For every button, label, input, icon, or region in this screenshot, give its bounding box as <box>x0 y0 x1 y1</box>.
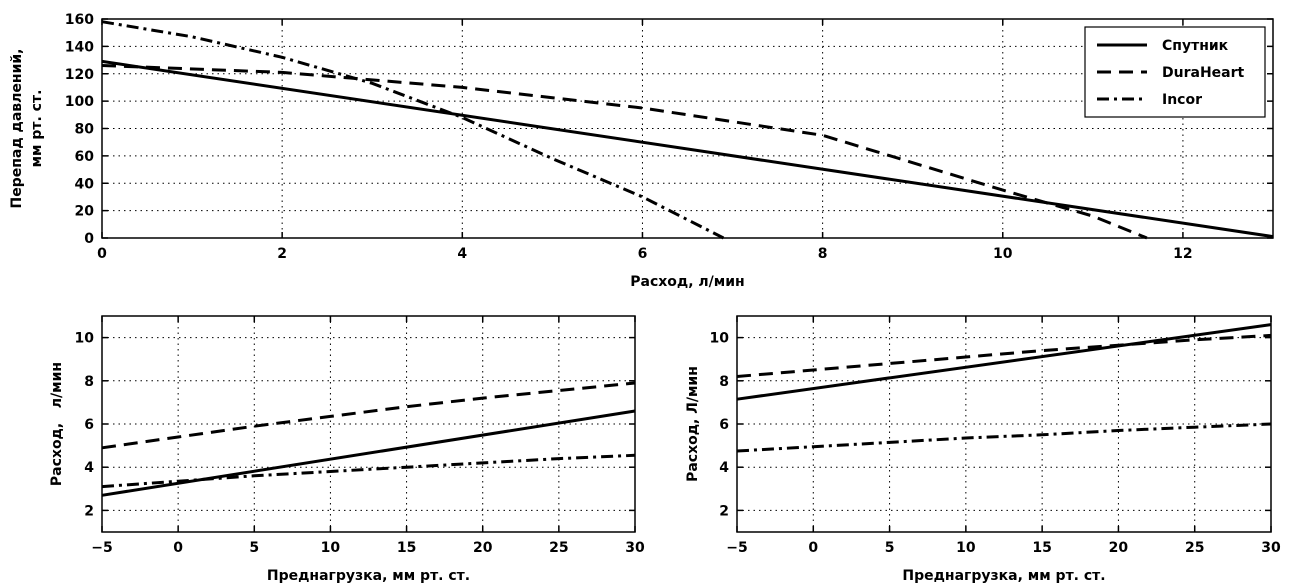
y-tick-label: 100 <box>65 94 94 110</box>
x-tick-label: 10 <box>321 540 341 556</box>
x-tick-label: 0 <box>173 540 183 556</box>
x-tick-label: 8 <box>818 246 828 262</box>
x-tick-label: 2 <box>277 246 287 262</box>
y-tick-label: 2 <box>719 503 729 519</box>
x-axis-label: Преднагрузка, мм рт. ст. <box>902 568 1105 584</box>
preload-flow-chart-right: −5 0 5 10 15 20 25 30 2 4 6 8 10 Преднагрузка, мм рт… <box>685 315 1281 584</box>
x-tick-label: 20 <box>1109 540 1129 556</box>
x-tick-label: 20 <box>473 540 493 556</box>
preload-flow-chart-left: −5 0 5 10 15 20 25 30 2 4 6 8 10 Преднагрузка, мм рт… <box>49 315 645 584</box>
y-axis-label-line-2: мм рт. ст. <box>29 90 45 168</box>
x-tick-label: 10 <box>956 540 976 556</box>
y-axis-label: Расход, л/мин <box>49 362 65 486</box>
legend: Спутник DuraHeart Incor <box>1084 26 1266 118</box>
y-tick-label: 4 <box>84 460 94 476</box>
series-line-sputnik <box>736 323 1272 401</box>
series-line-duraheart <box>101 64 1148 240</box>
y-tick-label: 80 <box>75 122 95 138</box>
x-tick-label: 0 <box>97 246 107 262</box>
y-tick-label: 160 <box>65 12 94 28</box>
x-tick-label: 4 <box>457 246 467 262</box>
y-tick-label: 8 <box>84 374 94 390</box>
y-tick-label: 8 <box>719 374 729 390</box>
x-axis-label: Расход, л/мин <box>630 274 744 290</box>
y-tick-label: 120 <box>65 67 94 83</box>
series-line-incor <box>736 422 1272 453</box>
x-axis-label: Преднагрузка, мм рт. ст. <box>267 568 470 584</box>
y-tick-label: 0 <box>84 231 94 247</box>
x-tick-label: 12 <box>1173 246 1192 262</box>
x-tick-label: 0 <box>808 540 818 556</box>
y-tick-label: 6 <box>719 417 729 433</box>
x-tick-label: 25 <box>549 540 568 556</box>
plot-frame <box>736 315 1272 533</box>
legend-box <box>1084 26 1266 118</box>
series-line-incor <box>101 453 636 489</box>
y-tick-label: 40 <box>75 176 95 192</box>
x-tick-label: −5 <box>726 540 747 556</box>
x-tick-label: 15 <box>1032 540 1051 556</box>
x-tick-label: 25 <box>1185 540 1204 556</box>
series-line-duraheart <box>736 333 1272 378</box>
series-line-sputnik <box>101 409 636 497</box>
series-line-duraheart <box>101 381 636 450</box>
legend-label-sputnik: Спутник <box>1162 38 1229 54</box>
y-axis-label-line-1: Перепад давлений, <box>9 48 25 208</box>
y-tick-label: 6 <box>84 417 94 433</box>
x-tick-label: 30 <box>1261 540 1281 556</box>
series-line-sputnik <box>101 59 1274 239</box>
legend-label-incor: Incor <box>1162 92 1202 108</box>
y-tick-label: 2 <box>84 503 94 519</box>
x-tick-label: 5 <box>249 540 259 556</box>
y-tick-label: 60 <box>75 149 95 165</box>
y-tick-label: 140 <box>65 39 94 55</box>
y-tick-label: 10 <box>710 331 730 347</box>
y-tick-label: 4 <box>719 460 729 476</box>
y-tick-label: 20 <box>75 204 95 220</box>
x-tick-label: 15 <box>397 540 416 556</box>
x-tick-label: −5 <box>91 540 112 556</box>
x-tick-label: 30 <box>625 540 645 556</box>
x-tick-label: 6 <box>638 246 648 262</box>
x-tick-label: 10 <box>993 246 1013 262</box>
y-axis-label: Расход, Л/мин <box>685 366 701 482</box>
legend-label-duraheart: DuraHeart <box>1162 65 1245 81</box>
x-tick-label: 5 <box>885 540 895 556</box>
y-tick-label: 10 <box>75 331 95 347</box>
series-line-incor <box>101 20 725 240</box>
